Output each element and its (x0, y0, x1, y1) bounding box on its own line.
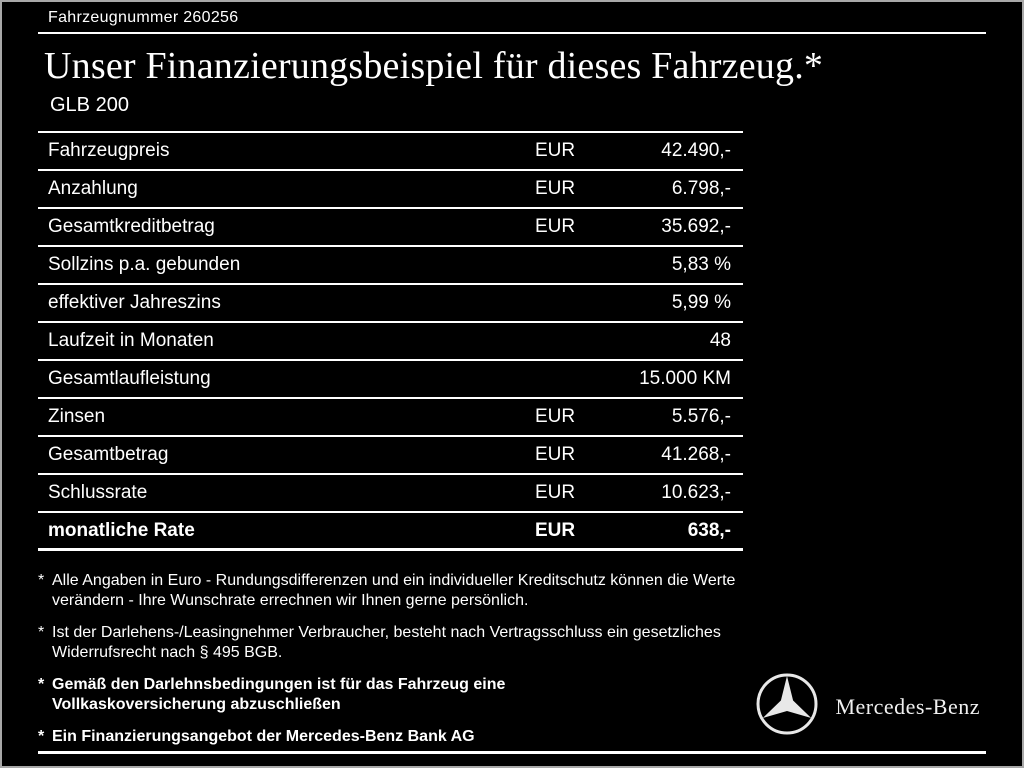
row-label: Gesamtkreditbetrag (48, 216, 215, 237)
table-row: Sollzins p.a. gebunden 5,83 % (38, 247, 743, 285)
row-value: 35.692,- (661, 216, 731, 237)
table-row: effektiver Jahreszins 5,99 % (38, 285, 743, 323)
page-title: Unser Finanzierungsbeispiel für dieses F… (44, 45, 824, 87)
footnote: * Ein Finanzierungsangebot der Mercedes-… (38, 727, 986, 747)
table-row-monthly-rate: monatliche Rate EUR 638,- (38, 513, 743, 551)
brand-wordmark: Mercedes-Benz (835, 693, 980, 719)
brand-block: Mercedes-Benz (755, 672, 980, 741)
row-label: Gesamtbetrag (48, 444, 169, 465)
footnote-marker: * (38, 727, 45, 745)
row-label: Sollzins p.a. gebunden (48, 254, 241, 275)
content-area: Fahrzeugnummer 260256 Unser Finanzierung… (38, 0, 986, 758)
footnote-marker: * (38, 623, 45, 641)
row-value: 15.000 KM (639, 368, 731, 389)
row-currency: EUR (535, 519, 576, 541)
footnote: * Alle Angaben in Euro - Rundungsdiffere… (38, 571, 986, 612)
table-row: Gesamtlaufleistung 15.000 KM (38, 361, 743, 399)
table-row: Zinsen EUR 5.576,- (38, 399, 743, 437)
table-row: Fahrzeugpreis EUR 42.490,- (38, 133, 743, 171)
vehicle-number: Fahrzeugnummer 260256 (48, 9, 239, 26)
footnote-marker: * (38, 675, 45, 693)
table-row: Gesamtkreditbetrag EUR 35.692,- (38, 209, 743, 247)
row-value: 48 (709, 330, 731, 351)
row-label: Schlussrate (48, 482, 148, 503)
financing-table: Fahrzeugpreis EUR 42.490,- Anzahlung EUR… (38, 131, 743, 551)
footnote-text: Gemäß den Darlehnsbedingungen ist für da… (52, 675, 506, 714)
row-value: 5,83 % (671, 254, 731, 275)
row-value: 6.798,- (671, 178, 731, 199)
table-row: Laufzeit in Monaten 48 (38, 323, 743, 361)
row-currency: EUR (535, 444, 576, 465)
footnotes: * Alle Angaben in Euro - Rundungsdiffere… (38, 571, 986, 747)
bottom-divider (38, 751, 986, 754)
row-currency: EUR (535, 216, 576, 237)
row-value: 638,- (687, 519, 731, 541)
footnote-text: Ist der Darlehens-/Leasingnehmer Verbrau… (52, 623, 721, 662)
footnote: * Gemäß den Darlehnsbedingungen ist für … (38, 675, 986, 716)
header-divider (38, 32, 986, 34)
table-row: Gesamtbetrag EUR 41.268,- (38, 437, 743, 475)
mercedes-star-icon (755, 672, 819, 741)
row-value: 5.576,- (671, 406, 731, 427)
table-row: Schlussrate EUR 10.623,- (38, 475, 743, 513)
row-label: effektiver Jahreszins (48, 292, 221, 313)
row-label: Gesamtlaufleistung (48, 368, 211, 389)
row-label: Zinsen (48, 406, 106, 427)
footnote: * Ist der Darlehens-/Leasingnehmer Verbr… (38, 623, 986, 664)
footnote-text: Ein Finanzierungsangebot der Mercedes-Be… (52, 727, 475, 745)
vehicle-model: GLB 200 (50, 94, 129, 116)
row-currency: EUR (535, 178, 576, 199)
row-currency: EUR (535, 406, 576, 427)
table-row: Anzahlung EUR 6.798,- (38, 171, 743, 209)
row-label: monatliche Rate (48, 519, 195, 541)
row-label: Laufzeit in Monaten (48, 330, 214, 351)
footnote-marker: * (38, 572, 45, 589)
row-label: Fahrzeugpreis (48, 140, 170, 161)
row-value: 41.268,- (661, 444, 731, 465)
row-label: Anzahlung (48, 178, 138, 199)
row-value: 5,99 % (671, 292, 731, 313)
row-currency: EUR (535, 140, 576, 161)
row-value: 42.490,- (661, 140, 731, 161)
row-currency: EUR (535, 482, 576, 503)
footnote-text: Alle Angaben in Euro - Rundungsdifferenz… (52, 572, 736, 610)
row-value: 10.623,- (661, 482, 731, 503)
